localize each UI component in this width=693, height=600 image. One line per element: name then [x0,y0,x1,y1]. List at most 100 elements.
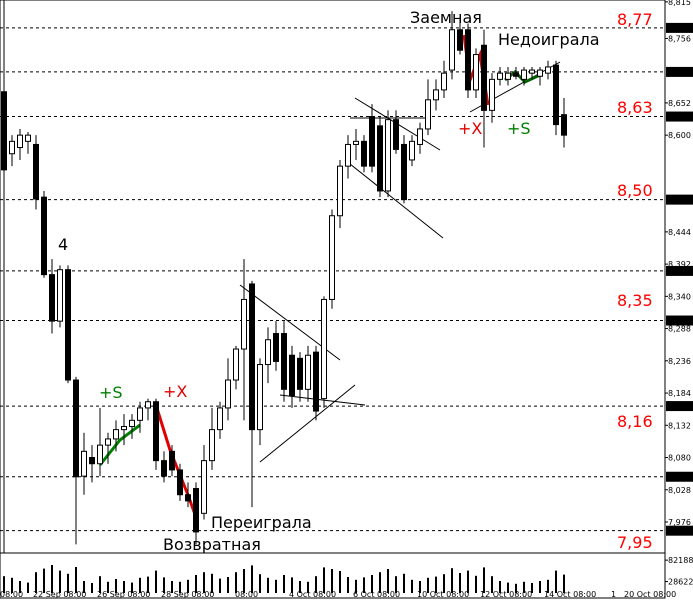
volume-bar [83,581,85,593]
candle-body [377,125,383,192]
candle-body [561,114,567,136]
candle-body [489,78,495,111]
level-box [666,265,693,276]
level-box [666,194,693,205]
volume-bar [539,581,541,593]
volume-bar [123,581,125,593]
candle-body [89,457,95,465]
y-tick-label: 8,444 [668,228,691,237]
volume-bar [139,577,141,593]
volume-bar [467,570,469,593]
annotation: Переиграла [211,513,312,532]
candle-body [25,134,31,142]
level-annotation: 8,77 [617,10,653,29]
volume-bar [155,570,157,593]
candle-body [473,54,479,91]
volume-bar [555,570,557,593]
candle-body [425,99,431,130]
volume-bar [251,565,253,593]
candle-body [65,269,71,381]
x-tick-label: 28 Sep 08:00 [161,590,214,599]
volume-bar [267,577,269,593]
candle-body [505,72,511,80]
level-box [666,315,693,326]
volume-bar [483,567,485,593]
volume-bar [219,578,221,593]
y-tick-label: 8,132 [668,421,691,430]
volume-bar [435,576,437,593]
x-tick-label: 1 [611,590,616,599]
candle-body [105,438,111,446]
volume-bar [371,575,373,593]
candle-body [49,274,55,322]
candle-body [441,72,447,91]
y-tick-label: 8,600 [668,131,691,140]
volume-bar [203,572,205,593]
volume-bar [387,569,389,593]
y-tick-label: 8,756 [668,34,691,43]
candle-body [361,140,367,167]
candle-body [497,72,503,80]
candle-body [129,419,135,428]
volume-tick-label: 821889 [668,556,693,565]
candle-body [185,494,191,502]
candle-body [241,298,247,350]
y-tick-label: 8,652 [668,99,691,108]
candle-body [281,333,287,390]
candle-body [465,29,471,91]
volume-bar [395,576,397,593]
volume-bar [259,574,261,593]
y-tick-label: 8,236 [668,357,691,366]
volume-bar [51,565,53,593]
volume-bar [275,579,277,593]
candle-body [297,357,303,390]
candle-body [201,460,207,514]
volume-bar [107,581,109,593]
x-tick-label: 4 Oct 08:00 [289,590,336,599]
candle-body [73,379,79,478]
volume-bar [355,579,357,593]
annotation: +X [458,119,482,138]
candle-body [225,379,231,409]
volume-bar [347,577,349,593]
level-annotation: 7,95 [617,533,653,552]
level-tick-label: 8,301 [668,317,691,326]
level-tick-label: 8,773 [668,24,691,33]
trend-line [279,394,366,406]
candle-body [153,401,159,462]
volume-bar [451,568,453,593]
volume-bar [283,575,285,593]
y-tick-label: 8,184 [668,389,691,398]
level-annotation: 8,16 [617,412,653,431]
level-tick-label: 8,163 [668,402,691,411]
volume-bar [131,582,133,593]
volume-bar [379,572,381,593]
volume-bar [243,569,245,593]
x-tick-label: 20 Oct 08:00 [624,590,676,599]
candle-body [257,364,263,431]
candle-body [121,426,127,431]
candle-body [369,116,375,167]
level-annotation: 8,35 [617,291,653,310]
candle-body [57,269,63,322]
candle-body [1,91,7,171]
candle-body [193,488,199,533]
x-tick-label: 08:00 [235,590,258,599]
candle-body [353,140,359,145]
candle-body [9,140,15,155]
volume-bar [499,581,501,593]
x-tick-label: 08:00 [0,590,23,599]
volume-bar [507,582,509,593]
trend-line [344,159,444,239]
volume-bar [43,568,45,593]
candle-body [545,66,551,74]
level-tick-label: 8,496 [668,196,691,205]
candle-body [529,69,535,74]
annotation: Недоиграла [498,30,600,49]
volume-bar [59,570,61,593]
volume-bar [411,579,413,593]
volume-bar [211,573,213,593]
x-tick-label: 26 Sep 08:00 [97,590,150,599]
level-tick-label: 7,962 [668,527,691,536]
y-tick-label: 8,028 [668,486,691,495]
